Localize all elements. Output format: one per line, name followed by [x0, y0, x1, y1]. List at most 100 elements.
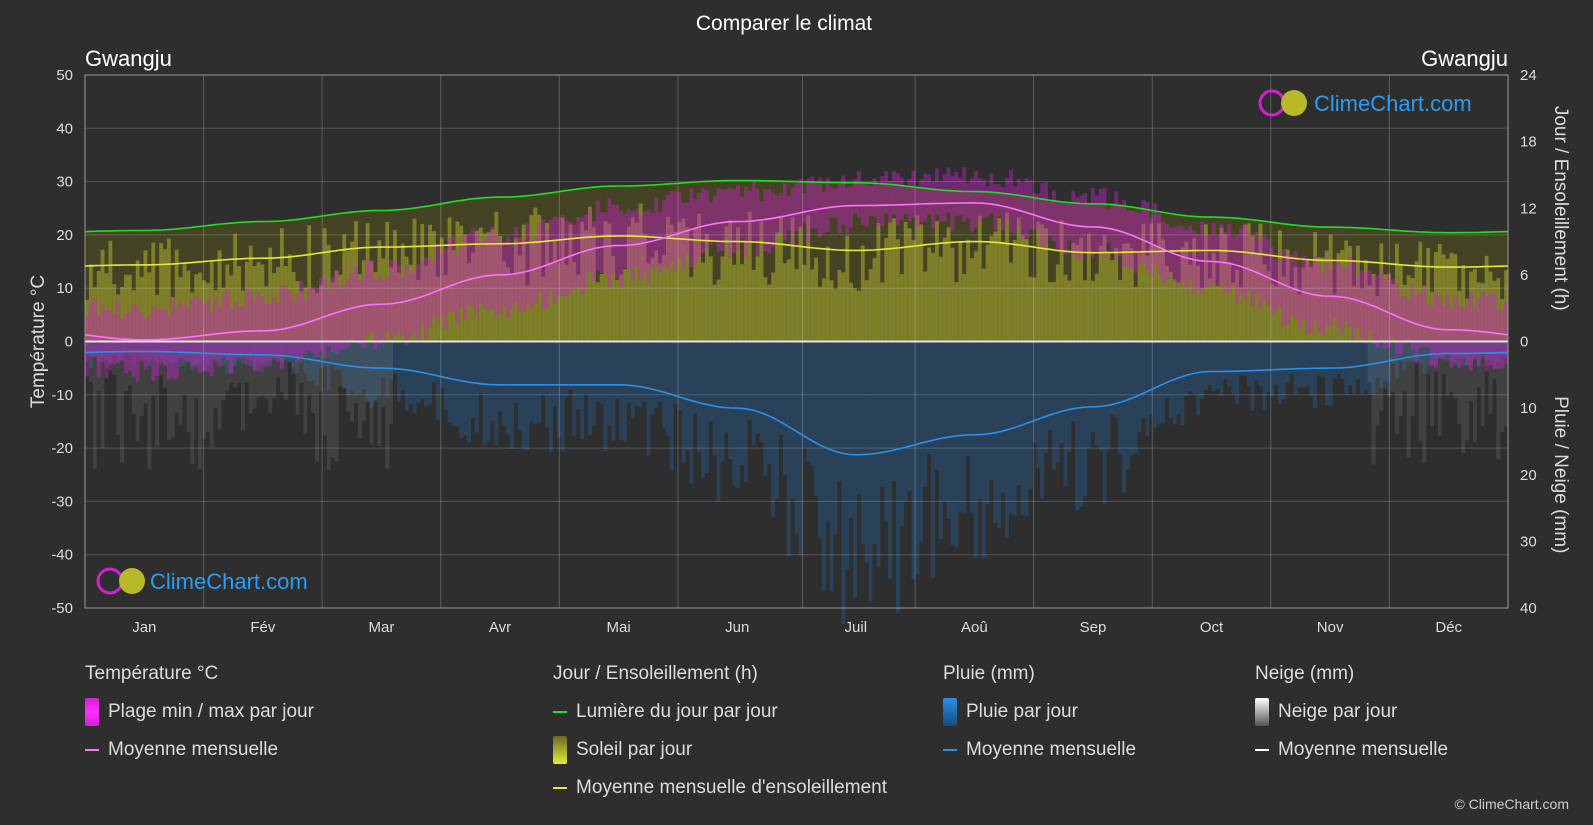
rain-day-bar: [767, 341, 772, 465]
rain-day-bar: [689, 341, 694, 484]
snow-day-bar: [373, 341, 378, 400]
daylight-day-bar: [506, 197, 511, 342]
sunshine-day-bar: [997, 218, 1002, 342]
temp-range-day-bar: [1094, 195, 1099, 251]
legend-label: Moyenne mensuelle d'ensoleillement: [576, 777, 887, 798]
rain-day-bar: [790, 341, 795, 499]
temp-range-day-bar: [1051, 190, 1056, 241]
rain-day-bar: [420, 341, 425, 400]
temp-range-day-bar: [85, 315, 89, 377]
rain-day-bar: [1106, 341, 1111, 450]
rain-day-bar: [712, 341, 717, 456]
daylight-day-bar: [502, 197, 507, 342]
sunshine-day-bar: [424, 265, 429, 342]
snow-day-bar: [96, 341, 101, 392]
sunshine-day-bar: [291, 271, 296, 342]
daylight-day-bar: [1125, 206, 1130, 342]
daylight-day-bar: [1317, 226, 1321, 342]
temp-range-day-bar: [868, 186, 873, 216]
temp-range-day-bar: [1032, 192, 1037, 230]
temp-range-day-bar: [814, 182, 818, 229]
snow-day-bar: [159, 341, 164, 376]
legend-label: Moyenne mensuelle: [1278, 739, 1449, 760]
daylight-day-bar: [658, 184, 663, 342]
temp-range-day-bar: [1293, 250, 1298, 319]
temp-range-day-bar: [853, 179, 857, 214]
y-tick-label-right-top: 18: [1520, 134, 1537, 151]
temp-range-day-bar: [108, 310, 113, 371]
temp-range-day-bar: [970, 177, 974, 232]
rain-day-bar: [1071, 341, 1076, 421]
rain-day-bar: [1032, 341, 1037, 443]
temp-range-day-bar: [923, 174, 928, 222]
daylight-day-bar: [96, 231, 101, 342]
temp-range-day-bar: [1067, 203, 1072, 241]
sunshine-day-bar: [1504, 270, 1509, 342]
sunshine-day-bar: [1422, 285, 1427, 342]
sunshine-day-bar: [642, 234, 647, 342]
temp-range-day-bar: [1040, 183, 1045, 248]
rain-day-bar: [1122, 341, 1126, 493]
rain-day-bar: [1161, 341, 1165, 424]
temp-range-day-bar: [899, 177, 904, 221]
rain-day-bar: [587, 341, 592, 436]
daylight-day-bar: [864, 182, 869, 342]
snow-day-bar: [389, 341, 394, 424]
daylight-day-bar: [950, 190, 955, 342]
rain-day-bar: [112, 341, 117, 356]
sunshine-day-bar: [1406, 275, 1411, 342]
temp-range-day-bar: [895, 173, 900, 225]
snow-day-bar: [338, 341, 343, 386]
daylight-day-bar: [1433, 232, 1438, 342]
sunshine-day-bar: [970, 258, 974, 342]
temp-range-day-bar: [888, 181, 893, 225]
sunshine-day-bar: [163, 249, 167, 342]
daylight-day-bar: [821, 182, 826, 342]
rain-day-bar: [946, 341, 951, 519]
temp-range-day-bar: [1461, 308, 1466, 359]
daylight-day-bar: [1258, 220, 1263, 342]
daylight-day-bar: [743, 180, 748, 342]
rain-day-bar: [1449, 341, 1454, 361]
temp-range-day-bar: [537, 222, 542, 292]
rain-day-bar: [1336, 341, 1341, 374]
rain-day-bar: [880, 341, 885, 487]
temp-range-day-bar: [1344, 267, 1349, 322]
rain-day-bar: [864, 341, 869, 563]
temp-range-day-bar: [513, 226, 518, 302]
sunshine-day-bar: [1184, 241, 1189, 342]
daylight-day-bar: [143, 230, 148, 342]
temp-range-day-bar: [322, 280, 327, 359]
legend-label: Lumière du jour par jour: [576, 701, 778, 722]
sunshine-day-bar: [1149, 223, 1154, 342]
snow-day-bar: [1422, 341, 1427, 463]
daylight-day-bar: [724, 180, 729, 342]
daylight-day-bar: [272, 221, 277, 342]
legend-sun: Jour / Ensoleillement (h) Lumière du jou…: [553, 660, 887, 812]
rain-day-bar: [439, 341, 444, 389]
sunshine-day-bar: [673, 231, 678, 342]
snow-day-bar: [1469, 341, 1473, 402]
rain-day-bar: [985, 341, 990, 504]
snow-day-bar: [303, 341, 308, 434]
sunshine-mean-line: [84, 235, 1509, 268]
sunshine-day-bar: [556, 262, 561, 342]
daylight-day-bar: [915, 187, 920, 342]
rain-day-bar: [361, 341, 366, 389]
sunshine-day-bar: [763, 277, 768, 342]
snow-day-bar: [381, 341, 386, 408]
temp-range-day-bar: [552, 216, 557, 304]
rain-day-bar: [432, 341, 436, 383]
rain-day-bar: [786, 341, 791, 557]
temp-range-day-bar: [677, 192, 682, 259]
y-tick-label-left: 50: [56, 67, 73, 84]
temp-range-day-bar: [892, 170, 896, 215]
temp-range-day-bar: [1242, 223, 1247, 301]
temp-range-day-bar: [1141, 199, 1146, 263]
snow-day-bar: [295, 341, 300, 416]
daylight-day-bar: [689, 182, 694, 342]
daylight-day-bar: [1492, 231, 1497, 342]
daylight-day-bar: [529, 195, 534, 342]
rain-day-bar: [1320, 341, 1325, 377]
snow-day-bar: [85, 341, 89, 362]
